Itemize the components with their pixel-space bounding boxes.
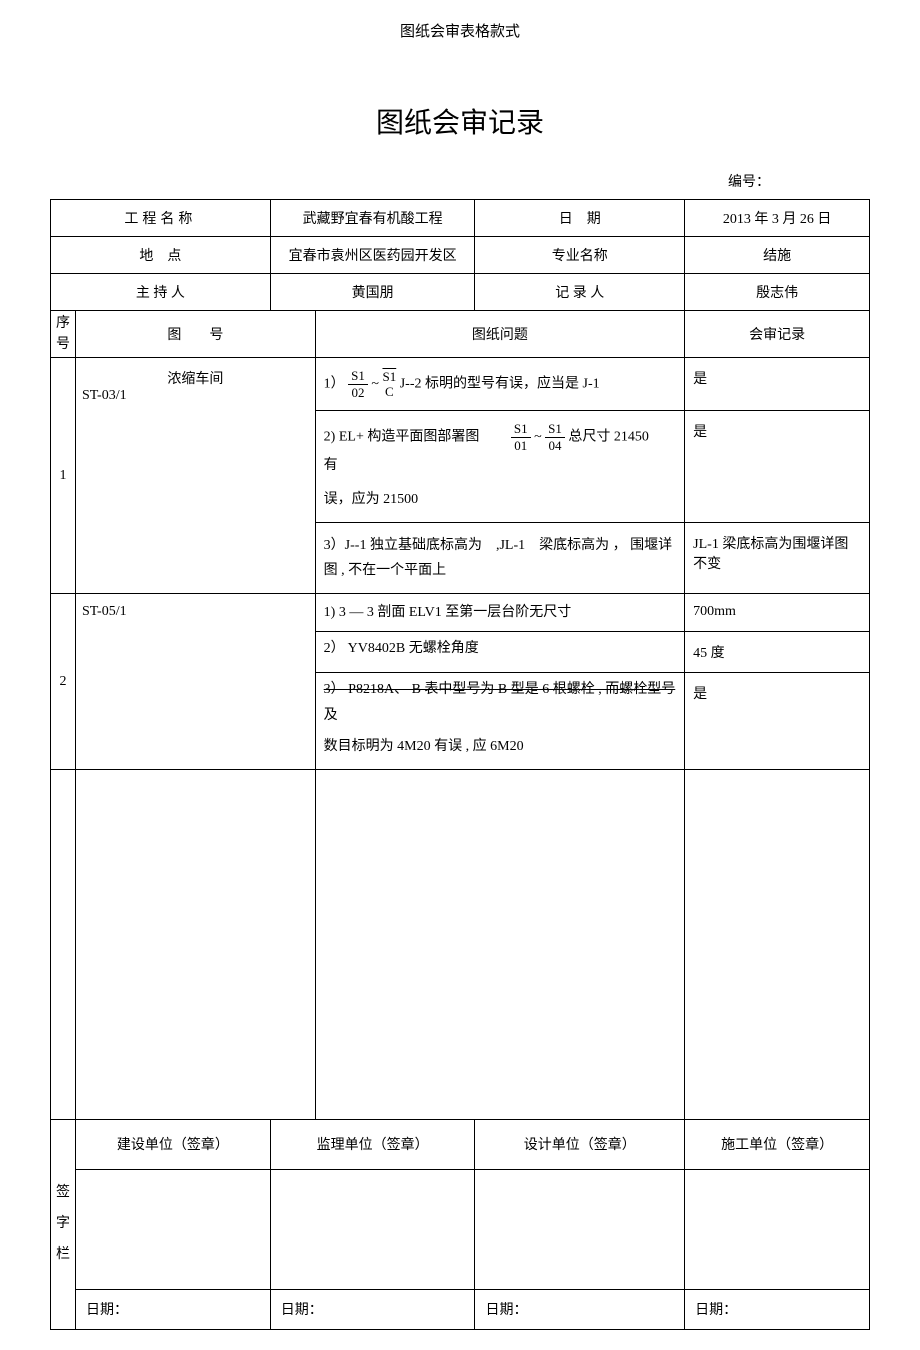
supervision-date: 日期： xyxy=(270,1289,475,1329)
tilde: ~ xyxy=(371,376,382,391)
info-row-3: 主 持 人 黄国朋 记 录 人 殷志伟 xyxy=(51,274,870,311)
problem-suffix: J--2 标明的型号有误，应当是 J-1 xyxy=(400,376,600,391)
date-label: 日 期 xyxy=(475,200,685,237)
construction-unit-sig xyxy=(75,1169,270,1289)
empty-row xyxy=(51,769,870,1119)
record-cell: 是 xyxy=(685,358,870,411)
empty-record xyxy=(685,769,870,1119)
problem-header: 图纸问题 xyxy=(315,311,684,358)
signature-side-label: 签字栏 xyxy=(51,1119,76,1329)
record-cell: 是 xyxy=(685,411,870,523)
fraction: S1 01 xyxy=(511,421,531,453)
record-cell: JL-1 梁底标高为围堰详图不变 xyxy=(685,522,870,593)
project-name-value: 武藏野宜春有机酸工程 xyxy=(270,200,475,237)
design-date: 日期： xyxy=(475,1289,685,1329)
recorder-value: 殷志伟 xyxy=(685,274,870,311)
empty-drawing xyxy=(75,769,315,1119)
date-value: 2013 年 3 月 26 日 xyxy=(685,200,870,237)
tilde: ~ xyxy=(534,430,545,445)
document-number-label: 编号： xyxy=(50,171,870,191)
drawing-title: 浓缩车间 xyxy=(82,368,309,388)
construction-date: 日期： xyxy=(75,1289,270,1329)
page-header: 图纸会审表格款式 xyxy=(50,20,870,41)
seq-header: 序号 xyxy=(51,311,76,358)
info-row-1: 工程名称 武藏野宜春有机酸工程 日 期 2013 年 3 月 26 日 xyxy=(51,200,870,237)
drawing-no: ST-03/1 xyxy=(82,388,309,404)
drawing-no-cell: 浓缩车间 ST-03/1 xyxy=(75,358,315,594)
problem-cell: 3）J--1 独立基础底标高为 ,JL-1 梁底标高为 ， 围堰详图 , 不在一… xyxy=(315,522,684,593)
specialty-label: 专业名称 xyxy=(475,237,685,274)
problem-cell: 2） YV8402B 无螺栓角度 xyxy=(315,632,684,673)
contractor-date: 日期： xyxy=(685,1289,870,1329)
record-header: 会审记录 xyxy=(685,311,870,358)
supervision-unit-label: 监理单位（签章） xyxy=(270,1119,475,1169)
drawing-no-header: 图 号 xyxy=(75,311,315,358)
signature-header-row: 签字栏 建设单位（签章） 监理单位（签章） 设计单位（签章） 施工单位（签章） xyxy=(51,1119,870,1169)
problem-line2: 数目标明为 4M20 有误 , 应 6M20 xyxy=(324,734,676,759)
recorder-label: 记 录 人 xyxy=(475,274,685,311)
host-label: 主 持 人 xyxy=(51,274,271,311)
problem-prefix: 2) EL+ 构造平面图部署图 xyxy=(324,430,508,445)
supervision-unit-sig xyxy=(270,1169,475,1289)
problem-cell: 1） S1 02 ~ S1 C J--2 标明的型号有误，应当是 J-1 xyxy=(315,358,684,411)
specialty-value: 结施 xyxy=(685,237,870,274)
signature-date-row: 日期： 日期： 日期： 日期： xyxy=(51,1289,870,1329)
problem-cell: 3） P8218A、 B 表中型号为 B 型是 6 根螺栓 , 而螺栓型号 及 … xyxy=(315,673,684,770)
strike-text: 3） P8218A、 B 表中型号为 B 型是 6 根螺栓 , 而螺栓型号 xyxy=(324,682,676,697)
record-cell: 700mm xyxy=(685,594,870,632)
fraction: S1 04 xyxy=(545,421,565,453)
problem-line2: 误，应为 21500 xyxy=(324,487,676,512)
seq-cell: 1 xyxy=(51,358,76,594)
table-header-row: 序号 图 号 图纸问题 会审记录 xyxy=(51,311,870,358)
contractor-unit-sig xyxy=(685,1169,870,1289)
record-cell: 是 xyxy=(685,673,870,770)
empty-seq xyxy=(51,769,76,1119)
problem-cell: 2) EL+ 构造平面图部署图 S1 01 ~ S1 04 总尺寸 21450 … xyxy=(315,411,684,523)
problem-cell: 1) 3 — 3 剖面 ELV1 至第一层台阶无尺寸 xyxy=(315,594,684,632)
design-unit-label: 设计单位（签章） xyxy=(475,1119,685,1169)
location-label: 地 点 xyxy=(51,237,271,274)
info-row-2: 地 点 宜春市袁州区医药园开发区 专业名称 结施 xyxy=(51,237,870,274)
problem-prefix: 1） xyxy=(324,376,345,391)
fraction: S1 02 xyxy=(348,368,368,400)
project-name-label: 工程名称 xyxy=(51,200,271,237)
contractor-unit-label: 施工单位（签章） xyxy=(685,1119,870,1169)
host-value: 黄国朋 xyxy=(270,274,475,311)
table-row: 2 ST-05/1 1) 3 — 3 剖面 ELV1 至第一层台阶无尺寸 700… xyxy=(51,594,870,632)
main-table: 工程名称 武藏野宜春有机酸工程 日 期 2013 年 3 月 26 日 地 点 … xyxy=(50,199,870,1330)
construction-unit-label: 建设单位（签章） xyxy=(75,1119,270,1169)
design-unit-sig xyxy=(475,1169,685,1289)
table-row: 1 浓缩车间 ST-03/1 1） S1 02 ~ S1 C J--2 标明的型… xyxy=(51,358,870,411)
record-cell: 45 度 xyxy=(685,632,870,673)
seq-cell: 2 xyxy=(51,594,76,770)
signature-body-row xyxy=(51,1169,870,1289)
problem-line1b: 及 xyxy=(324,703,676,728)
location-value: 宜春市袁州区医药园开发区 xyxy=(270,237,475,274)
empty-problem xyxy=(315,769,684,1119)
drawing-no-cell: ST-05/1 xyxy=(75,594,315,770)
over-under: S1 C xyxy=(382,369,396,400)
document-title: 图纸会审记录 xyxy=(50,101,870,141)
